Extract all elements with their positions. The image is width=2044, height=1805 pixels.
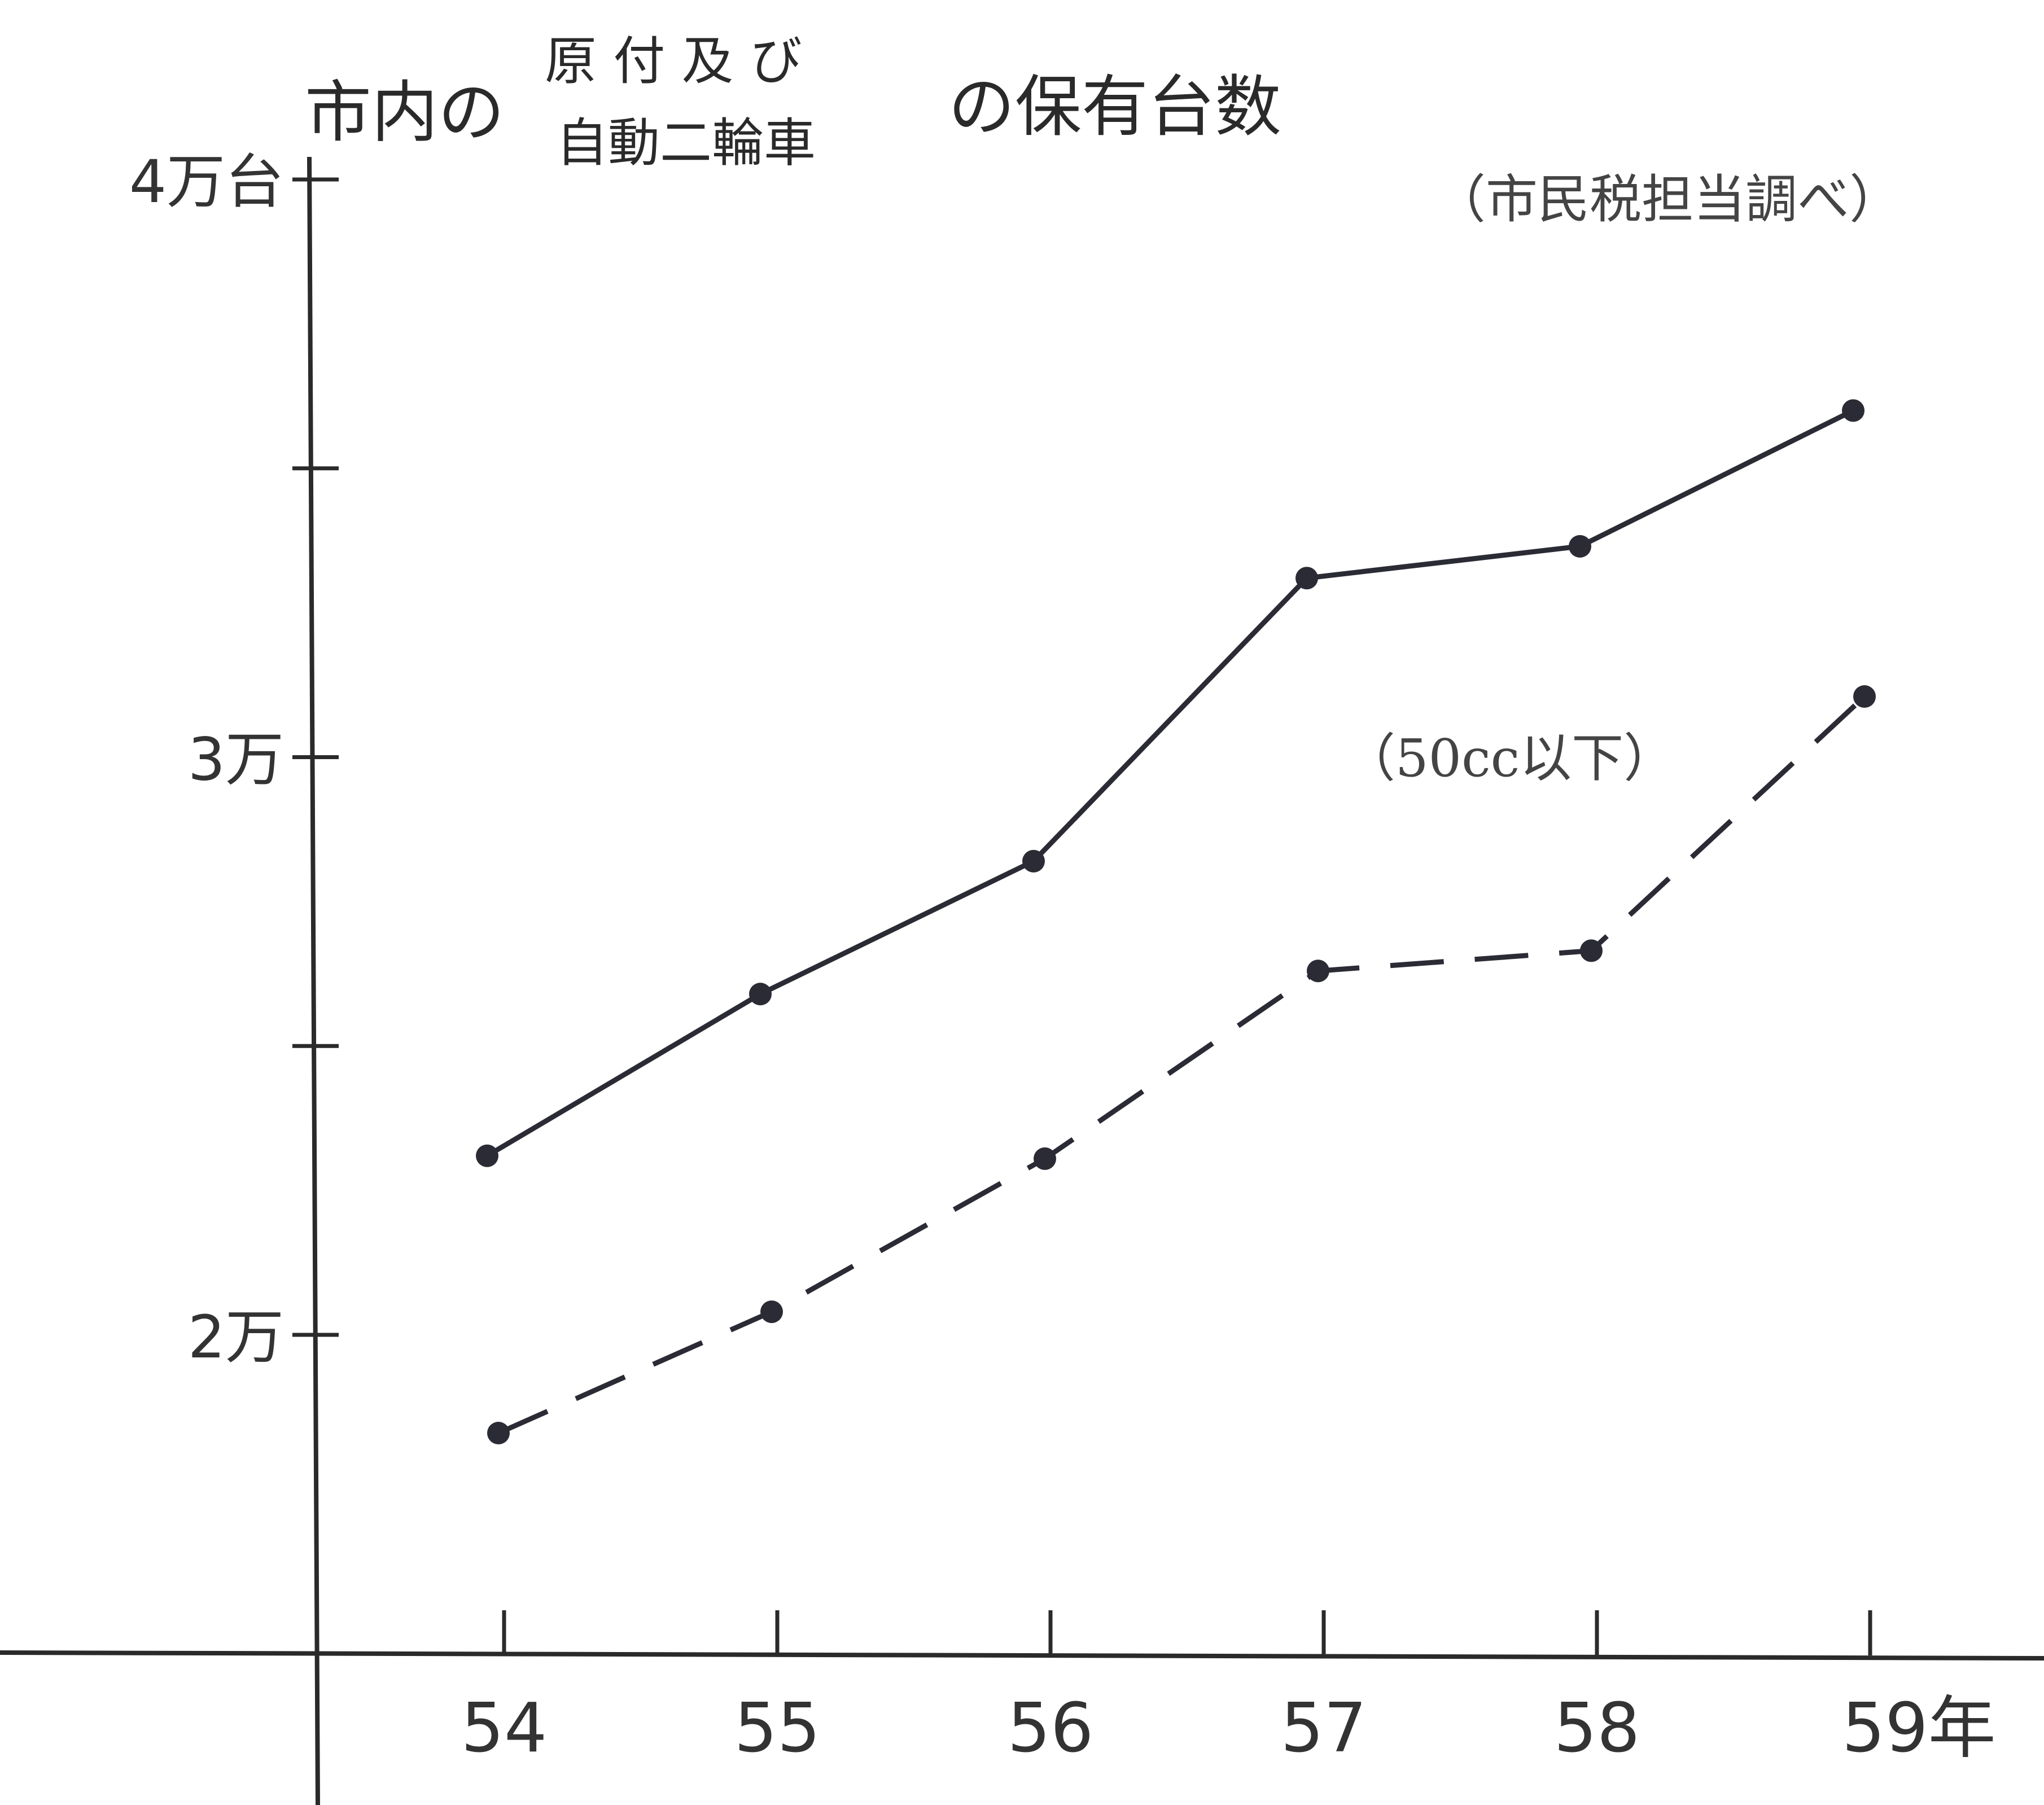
series-1-point-3: [1307, 960, 1329, 983]
y-tick-label-4: 4万台: [129, 147, 284, 216]
series-line-1: [497, 694, 1867, 1436]
y-axis-ticks: 2万 3万 4万台: [129, 147, 339, 1372]
series-0-point-2: [1022, 849, 1045, 873]
y-axis: [307, 156, 320, 1805]
x-axis-ticks: 54 55 56 57 58 59年: [461, 1610, 1996, 1768]
series-line-0: [485, 408, 1855, 1158]
series-layer: [476, 399, 1876, 1445]
series-0-point-5: [1842, 399, 1864, 422]
series-0-point-3: [1295, 567, 1318, 590]
x-tick-label-4: 58: [1554, 1689, 1640, 1768]
x-tick-label-2: 56: [1008, 1689, 1094, 1768]
series-0-point-4: [1569, 535, 1591, 558]
x-tick-label-3: 57: [1281, 1689, 1367, 1768]
chart-title: 市内の 原 付 及 び 自動二輪車 の保有台数: [305, 31, 1281, 173]
series-1-point-5: [1853, 685, 1876, 708]
y-tick-label-0: 2万: [188, 1303, 284, 1372]
series-1-point-4: [1580, 939, 1603, 962]
title-stack-bottom: 自動二輪車: [556, 113, 816, 173]
y-tick-label-2: 3万: [188, 725, 284, 794]
series-label-50cc: （50cc以下）: [1343, 728, 1675, 788]
title-suffix: の保有台数: [948, 68, 1281, 146]
title-stack-top: 原 付 及 び: [545, 31, 802, 91]
series-1-point-2: [1034, 1147, 1056, 1170]
series-0-point-0: [476, 1144, 498, 1167]
source-note: （市民税担当調べ）: [1434, 169, 1901, 230]
series-0-point-1: [749, 983, 772, 1006]
series-1-point-1: [760, 1300, 783, 1324]
title-prefix: 市内の: [305, 73, 505, 151]
x-tick-label-5: 59年: [1842, 1689, 1996, 1768]
x-tick-label-1: 55: [734, 1689, 821, 1768]
series-1-point-0: [487, 1422, 510, 1445]
x-tick-label-0: 54: [461, 1689, 548, 1768]
x-axis: [0, 1650, 2044, 1661]
